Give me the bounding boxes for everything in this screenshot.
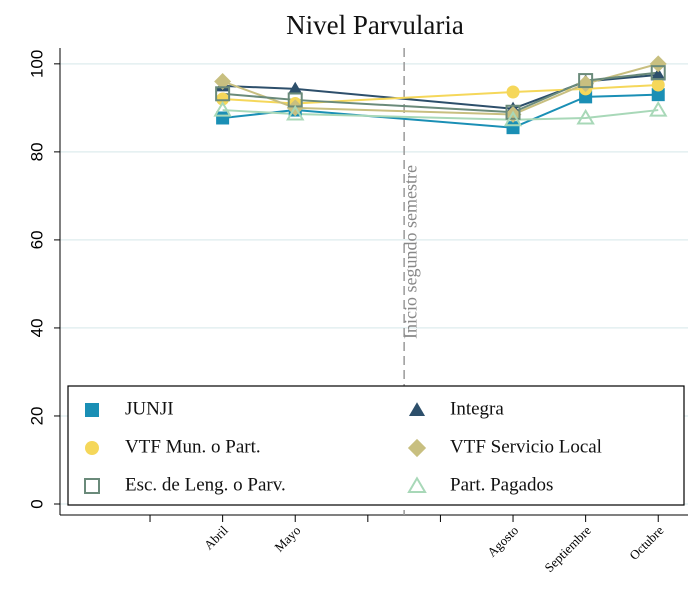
x-tick-label: Agosto [484, 523, 521, 560]
legend-marker [407, 476, 427, 493]
y-tick-label: 100 [27, 50, 46, 78]
marker [215, 86, 231, 102]
x-tick-label: Abril [201, 522, 231, 552]
x-tick-label: Octubre [626, 522, 666, 562]
marker [650, 65, 666, 81]
y-tick-label: 40 [27, 318, 46, 337]
marker [214, 73, 232, 90]
marker [650, 67, 666, 81]
marker [506, 85, 520, 99]
marker [286, 104, 305, 121]
legend-marker [85, 441, 99, 455]
legend-marker [84, 478, 100, 494]
reference-label: Inicio segundo semestre [400, 165, 420, 339]
y-tick-label: 0 [27, 499, 46, 508]
legend-box [67, 385, 685, 506]
legend-label: VTF Servicio Local [450, 436, 602, 457]
marker [649, 100, 668, 117]
marker [651, 78, 665, 92]
marker [213, 100, 232, 117]
legend-marker [407, 438, 427, 458]
marker [287, 81, 303, 95]
legend-label: Part. Pagados [450, 474, 553, 495]
marker [576, 108, 595, 125]
marker [649, 55, 667, 73]
legend: JUNJI Integra VTF Mun. o Part. VTF Servicio… [67, 385, 685, 506]
marker [505, 104, 521, 120]
legend-marker [85, 403, 99, 417]
marker [503, 110, 523, 127]
y-tick-label: 20 [27, 407, 46, 426]
marker [216, 92, 230, 106]
legend-marker [408, 402, 426, 416]
legend-label: Integra [450, 398, 504, 419]
legend-label: Esc. de Leng. o Parv. [125, 474, 286, 495]
y-tick-label: 80 [27, 142, 46, 161]
y-tick-label: 60 [27, 230, 46, 249]
x-tick-label: Mayo [271, 523, 303, 555]
x-tick-label: Septiembre [541, 522, 594, 575]
legend-label: VTF Mun. o Part. [125, 436, 261, 457]
marker [578, 73, 594, 89]
chart-title: Nivel Parvularia [286, 10, 464, 40]
marker [651, 88, 665, 102]
marker [216, 111, 230, 125]
legend-label: JUNJI [125, 398, 174, 419]
marker [577, 75, 595, 93]
marker [506, 121, 520, 135]
